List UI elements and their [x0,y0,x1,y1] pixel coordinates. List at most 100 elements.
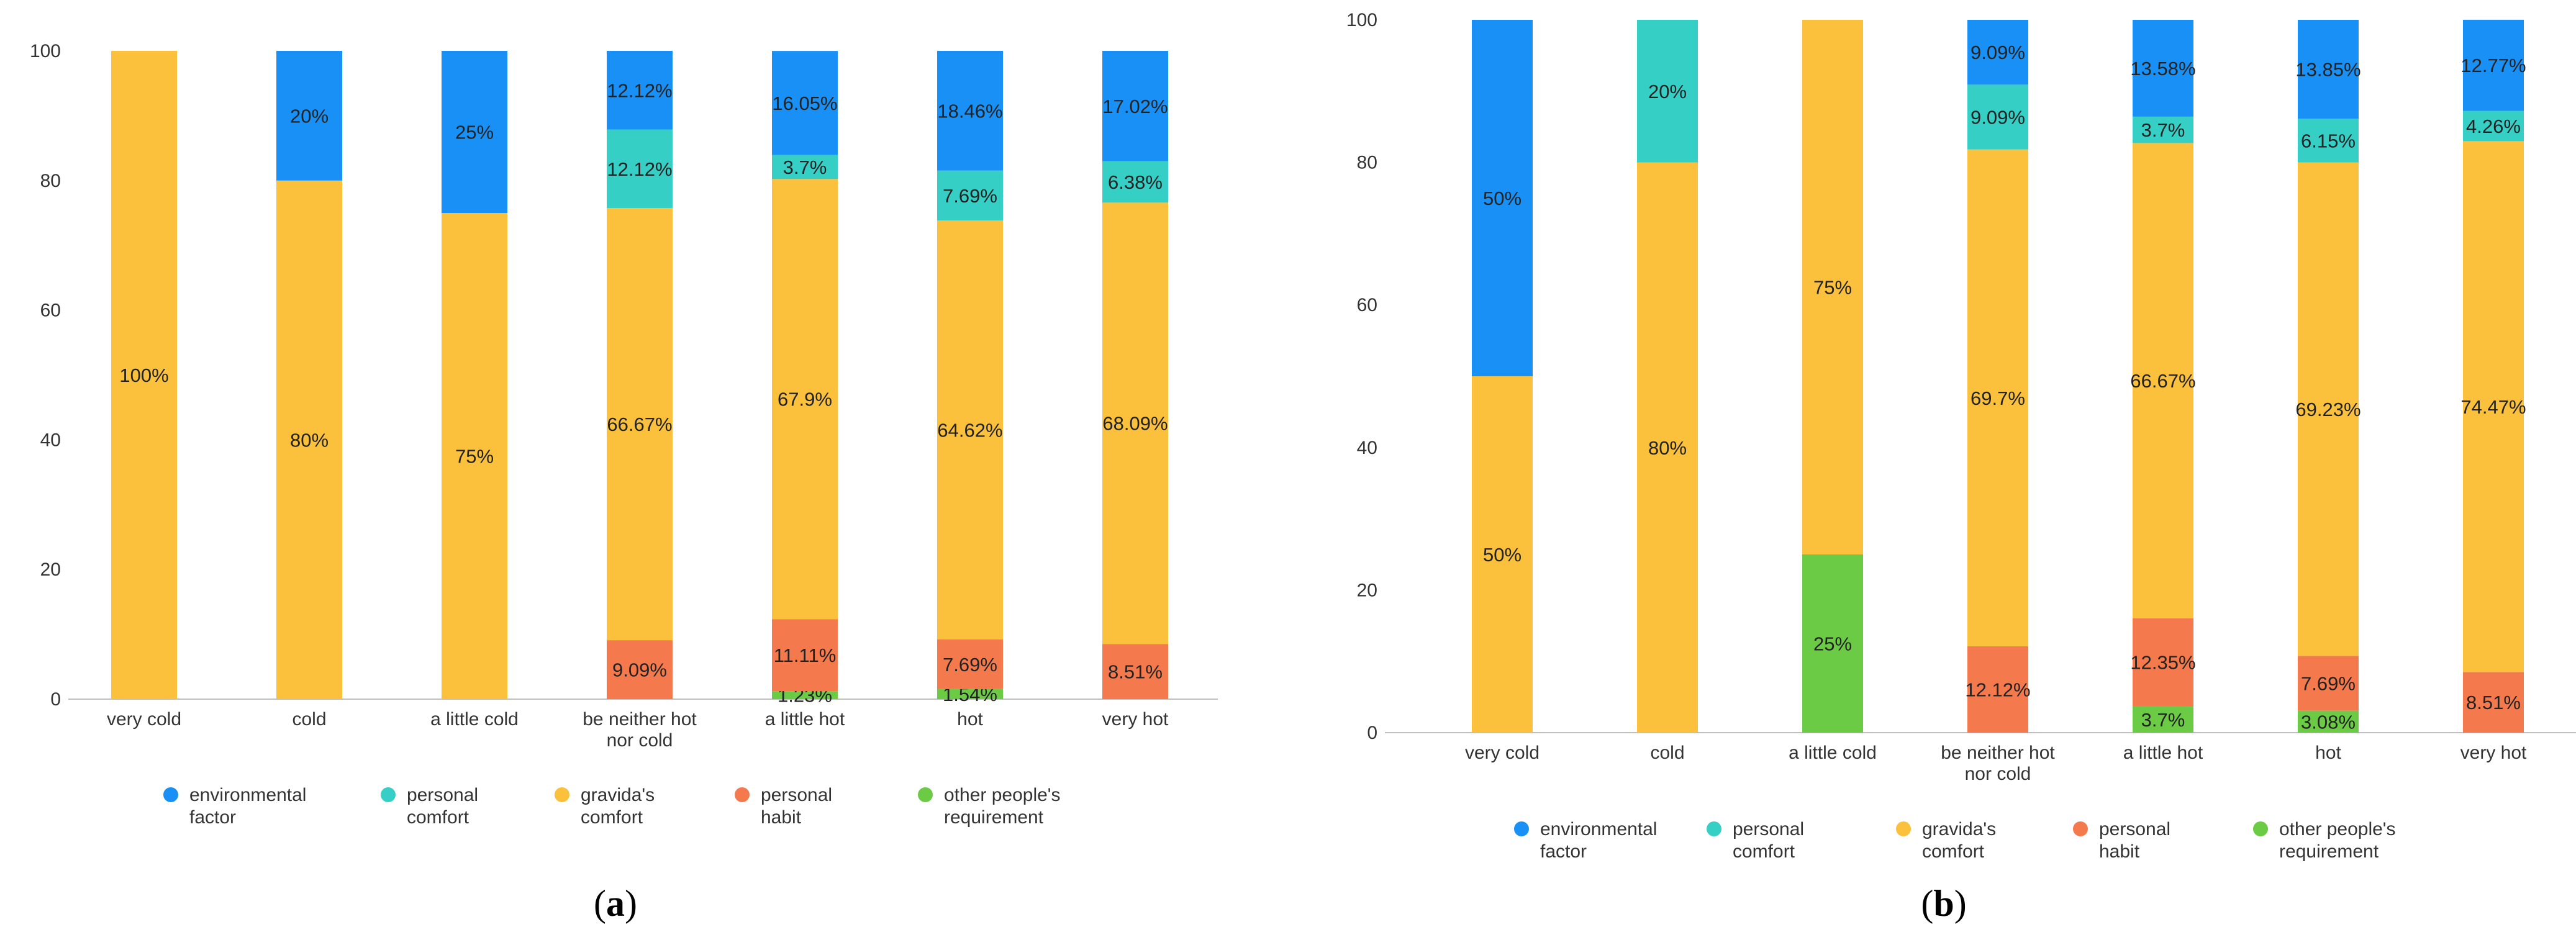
data-label: 13.85% [2295,58,2361,80]
x-tick-label: a little hot [765,709,845,730]
data-label: 11.11% [774,644,837,666]
bar-segment [2298,656,2359,711]
data-label: 3.7% [783,156,827,178]
legend-marker [381,787,396,802]
bar-segment [937,170,1003,221]
bar-segment [442,51,507,213]
data-label: 12.35% [2130,652,2195,674]
data-label: 25% [1813,633,1852,655]
bar-segment [607,640,673,699]
bar-segment [2298,710,2359,733]
data-label: 9.09% [612,659,667,681]
legend-label: other people's requirement [2279,819,2396,862]
data-label: 3.7% [2141,119,2185,141]
legend-marker [163,787,178,802]
data-label: 6.15% [2301,130,2356,151]
bar-segment [2463,141,2524,672]
data-label: 74.47% [2460,396,2526,418]
data-label: 12.12% [607,79,672,101]
legend-marker [2073,821,2088,836]
bar-segment [1637,20,1698,163]
data-label: 64.62% [937,419,1002,441]
x-tick-label: a little hot [2123,743,2203,763]
x-tick-label: very cold [107,709,181,730]
data-label: 68.09% [1102,413,1168,435]
data-label: 69.23% [2295,399,2361,420]
data-label: 75% [455,446,494,468]
y-tick-label: 60 [1357,295,1377,315]
bar-segment [1967,20,2028,85]
bar-segment [2133,143,2193,618]
x-tick-label: be neither hot nor cold [1941,743,2055,784]
bar-segment [937,51,1003,171]
data-label: 66.67% [607,414,672,435]
bar-segment [1967,149,2028,646]
legend-marker [555,787,569,802]
data-label: 3.08% [2301,711,2356,733]
bar-segment [2133,618,2193,707]
x-tick-label: be neither hot nor cold [583,709,697,751]
data-label: 25% [455,122,494,143]
bar-segment [607,208,673,641]
x-tick-label: very cold [1465,743,1540,763]
bar-segment [2463,19,2524,111]
bar-segment [772,51,838,155]
x-tick-label: cold [1650,743,1684,763]
data-label: 67.9% [778,389,832,410]
bar-segment [772,691,838,699]
bar-segment [2298,162,2359,656]
y-tick-label: 0 [1367,723,1377,743]
legend-marker [1896,821,1911,836]
chart-panel-a: 0 20 40 60 80 100 very cold cold a little cold be… [30,41,1218,924]
bar-segment [111,51,177,699]
bar-segment [1102,161,1168,203]
data-label: 8.51% [2466,692,2521,713]
legend-marker [1707,821,1721,836]
y-tick-label: 100 [30,41,61,61]
data-label: 3.7% [2141,709,2185,731]
y-tick-label: 0 [50,689,61,710]
bar-segment [1472,20,1533,376]
bar-segment [1967,646,2028,733]
data-label: 50% [1483,544,1522,566]
legend-label: personal habit [2099,819,2170,862]
data-label: 4.26% [2466,115,2521,137]
bar-segment [2133,20,2193,117]
bar-segment [772,155,838,179]
legend-label: other people's requirement [944,785,1061,828]
bar-segment [1802,554,1863,733]
bar-segment [276,51,342,181]
data-label: 9.09% [1971,107,2025,129]
y-tick-label: 20 [1357,580,1377,600]
bar-segment [1102,644,1168,699]
bar-segment [1637,162,1698,733]
data-label: 16.05% [772,93,837,114]
y-tick-label: 60 [40,301,61,321]
legend-label: environmental factor [1540,819,1657,862]
x-tick-label: a little cold [1789,743,1877,763]
data-label: 8.51% [1108,661,1163,683]
data-label: 12.12% [1965,679,2030,700]
data-label: 75% [1813,277,1852,299]
panel-caption: (b) [1921,883,1966,924]
data-label: 20% [290,105,329,127]
y-tick-label: 80 [1357,153,1377,173]
bar-segment [2133,706,2193,733]
legend-marker [918,787,933,802]
panel-caption: (a) [594,883,637,924]
data-label: 13.58% [2130,58,2195,79]
bar-segment [1102,51,1168,161]
bar-segment [2463,111,2524,142]
data-label: 17.02% [1102,96,1168,117]
legend-label: environmental factor [189,785,306,828]
data-label: 80% [1648,437,1687,459]
bar-segment [1102,202,1168,644]
bar-segment [1967,84,2028,150]
data-label: 7.69% [943,185,997,207]
data-label: 100% [119,364,168,386]
legend-label: gravida's comfort [1922,819,1996,862]
bar-segment [607,129,673,209]
x-tick-label: very hot [2460,743,2527,763]
bar-segment [772,179,838,620]
